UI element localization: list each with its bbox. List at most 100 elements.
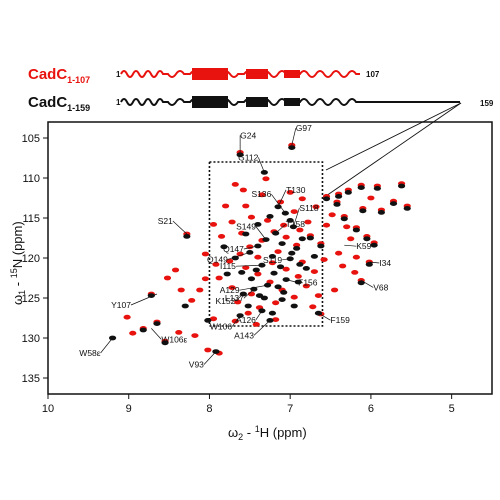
peak-cadc-1-159 <box>274 284 282 290</box>
annotation-leader <box>255 310 263 320</box>
peak-cadc-1-107 <box>302 283 310 289</box>
peak-cadc-1-159 <box>183 234 191 239</box>
peak-cadc-1-159 <box>373 186 381 191</box>
annotation-leader <box>286 279 299 283</box>
peak-cadc-1-107 <box>204 347 212 353</box>
peak-cadc-1-107 <box>304 219 312 225</box>
x-tick-label: 10 <box>42 403 54 415</box>
residue-label: G24 <box>240 130 256 140</box>
peak-cadc-1-107 <box>254 271 262 277</box>
y-tick-label: 115 <box>22 213 40 225</box>
peak-cadc-1-159 <box>363 236 371 242</box>
peak-cadc-1-107 <box>367 195 375 201</box>
construct-start-1-159: 1 <box>116 98 121 107</box>
peak-cadc-1-159 <box>242 231 250 237</box>
annotation-leader <box>369 261 380 264</box>
peak-cadc-1-159 <box>289 224 298 230</box>
construct-end-1-107: 107 <box>366 70 380 79</box>
peak-cadc-1-159 <box>310 254 318 259</box>
peak-cadc-1-107 <box>228 219 236 225</box>
peak-cadc-1-159 <box>357 185 365 191</box>
peak-cadc-1-159 <box>247 276 256 282</box>
peak-cadc-1-107 <box>254 254 262 260</box>
peak-cadc-1-107 <box>217 234 226 239</box>
peak-cadc-1-159 <box>359 208 367 214</box>
annotation-leader <box>361 280 374 288</box>
peak-cadc-1-107 <box>175 330 183 335</box>
peak-cadc-1-159 <box>352 227 360 233</box>
peak-cadc-1-159 <box>288 250 296 256</box>
peak-cadc-1-159 <box>153 321 161 326</box>
peak-cadc-1-107 <box>191 333 199 338</box>
annotation-leader <box>258 157 265 173</box>
peak-cadc-1-107 <box>222 203 230 209</box>
residue-label: F159 <box>330 315 350 325</box>
peak-cadc-1-107 <box>201 251 210 257</box>
residue-label: G112 <box>238 152 258 162</box>
peak-cadc-1-107 <box>339 263 347 269</box>
residue-label: T158 <box>286 219 306 229</box>
peak-cadc-1-159 <box>322 196 331 202</box>
residue-label: A126 <box>236 315 256 325</box>
peak-cadc-1-107 <box>129 330 137 336</box>
annotation-leader <box>344 244 357 247</box>
peak-cadc-1-159 <box>333 202 341 207</box>
peak-cadc-1-107 <box>314 293 323 298</box>
construct-start-1-107: 1 <box>116 70 121 79</box>
annotation-leader <box>227 252 250 260</box>
annotation-leader <box>291 128 297 146</box>
annotation-leader <box>235 293 244 302</box>
loop-line-1-107 <box>120 70 360 78</box>
zoom-region-box <box>208 161 324 327</box>
construct-label-1-159: CadC1-159 <box>28 94 90 113</box>
peak-cadc-1-159 <box>294 279 302 285</box>
peak-cadc-1-107 <box>209 316 218 322</box>
peak-cadc-1-107 <box>262 176 270 182</box>
annotation-leader <box>243 288 255 299</box>
annotation-leader <box>293 207 300 227</box>
x-tick-label: 7 <box>287 403 293 415</box>
residue-label: K152 <box>216 296 236 306</box>
peak-cadc-1-159 <box>403 206 411 211</box>
peak-cadc-1-159 <box>278 297 286 302</box>
residue-label: L137 <box>225 293 244 303</box>
peak-cadc-1-159 <box>389 201 398 207</box>
peak-cadc-1-107 <box>268 260 277 266</box>
annotation-leader <box>282 258 291 261</box>
annotation-leader <box>271 193 286 214</box>
peak-cadc-1-159 <box>276 264 285 270</box>
annotation-leader <box>275 223 286 234</box>
peak-cadc-1-159 <box>139 327 147 333</box>
residue-label: K59 <box>356 241 371 251</box>
annotation-leader <box>231 315 241 327</box>
peak-cadc-1-107 <box>239 187 247 193</box>
construct-label-1-107: CadC1-107 <box>28 66 90 85</box>
axis-ticks: 10 9 8 7 6 5 105 110 115 120 125 130 135 <box>22 133 455 415</box>
peak-cadc-1-107 <box>272 300 280 306</box>
x-tick-label: 6 <box>368 403 374 415</box>
x-tick-label: 9 <box>126 403 132 415</box>
peak-cadc-1-159 <box>397 183 406 189</box>
peak-cadc-1-107 <box>228 285 236 290</box>
x-tick-label: 8 <box>206 403 212 415</box>
residue-annotations: G24 G97 G112 T130 S136 S118 T158 S21 K59 S149 S119… <box>79 123 391 369</box>
secondary-structure-1-107 <box>120 68 360 80</box>
peak-cadc-1-107 <box>188 298 196 303</box>
peak-cadc-1-159 <box>377 210 386 215</box>
peak-cadc-1-159 <box>161 340 169 346</box>
peak-cadc-1-107 <box>258 192 266 198</box>
peak-cadc-1-159 <box>266 214 274 219</box>
annotation-leader <box>239 284 268 291</box>
zoom-connector <box>325 102 462 197</box>
peak-cadc-1-159 <box>268 254 277 259</box>
peak-cadc-1-159 <box>340 216 348 222</box>
y-tick-label: 130 <box>22 333 40 345</box>
peak-cadc-1-107 <box>196 287 204 293</box>
residue-label: Y107 <box>111 300 131 310</box>
peak-cadc-1-107 <box>351 270 359 275</box>
series-cadc-1-159 <box>108 145 411 354</box>
residue-label: Q147 <box>223 244 244 254</box>
helix-block-1-159-a <box>192 96 228 108</box>
peak-cadc-1-107 <box>290 209 298 215</box>
residue-label: Q149 <box>207 254 228 264</box>
